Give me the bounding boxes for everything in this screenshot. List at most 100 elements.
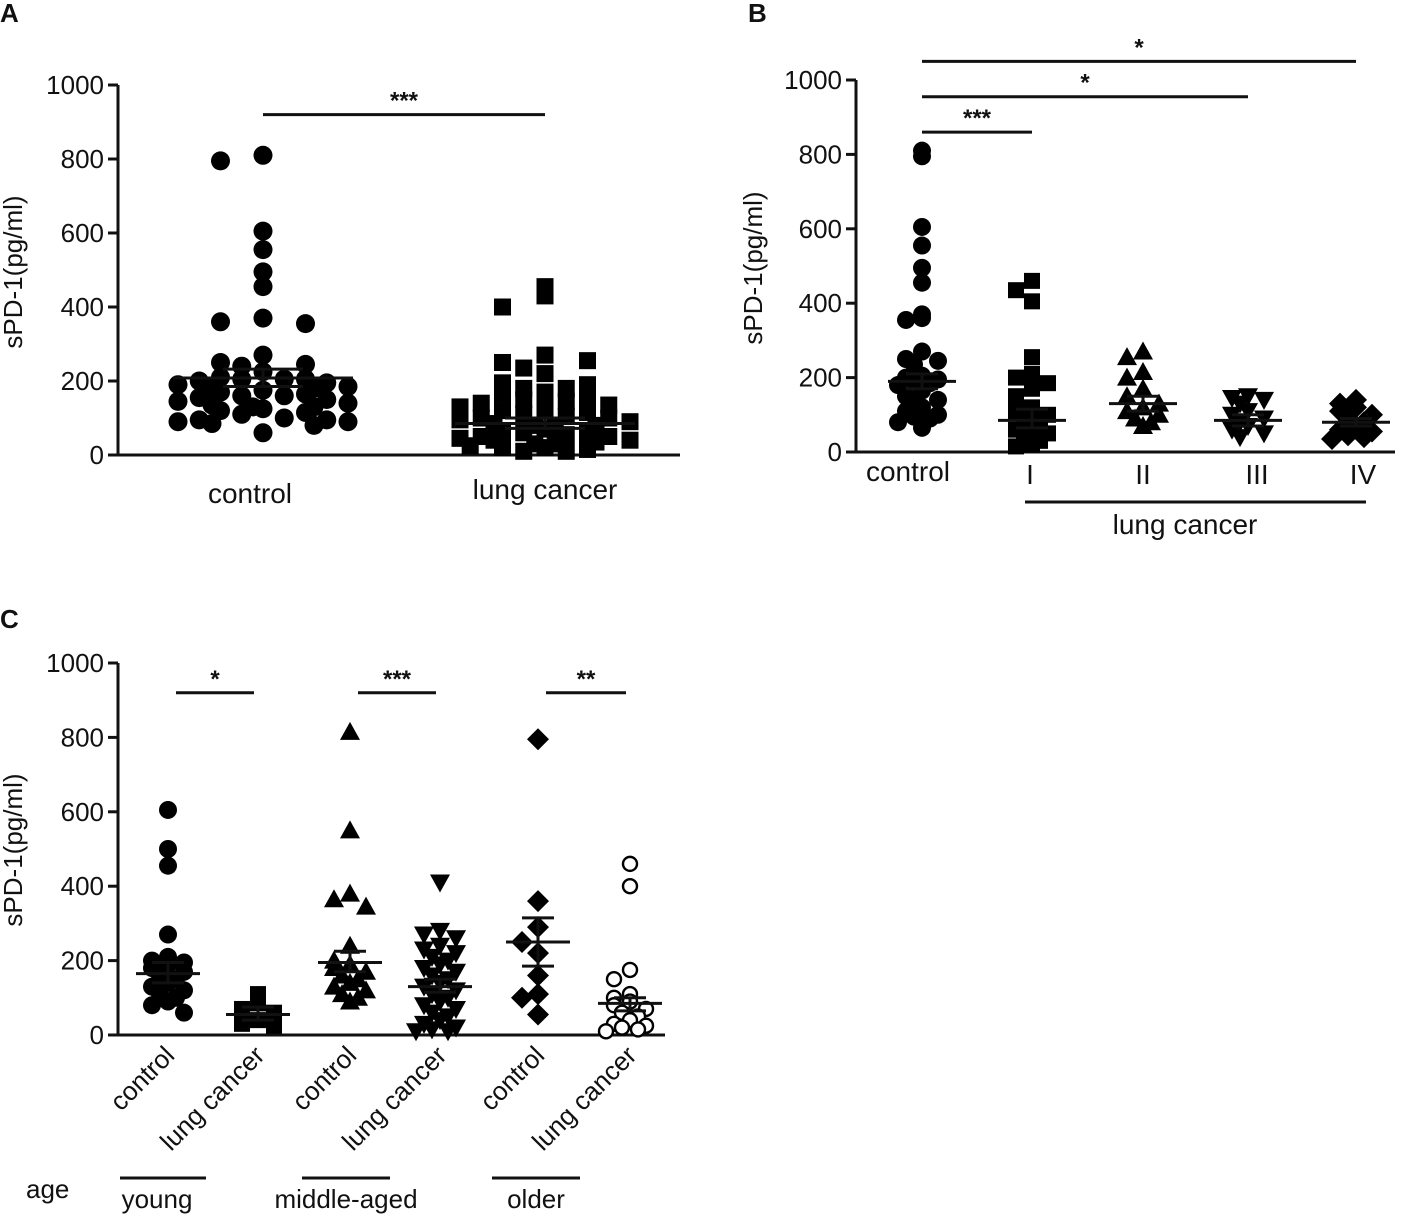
panel-a-point-control [253, 399, 273, 419]
panel-a-point-lung-cancer [494, 385, 511, 403]
panel-a-point-lung-cancer [579, 352, 596, 370]
panel-b-point-control [913, 342, 931, 361]
panel-a-y-label: sPD-1(pg/ml) [0, 195, 28, 348]
panel-a-point-lung-cancer [515, 391, 533, 408]
panel-b-point-control [913, 381, 931, 400]
panel-c-y-label: sPD-1(pg/ml) [0, 773, 28, 926]
panel-c-point-lung-cancer-older [605, 971, 623, 988]
panel-c-point-control-middle-aged [340, 991, 360, 1010]
panel-a-point-control [274, 408, 294, 428]
panel-b-category-stage-iv: IV [1350, 459, 1377, 490]
panel-b-point-iii [1238, 403, 1258, 422]
panel-a-point-lung-cancer [600, 396, 618, 414]
panel-a-point-lung-cancer [579, 376, 596, 394]
panel-b-point-control [913, 147, 931, 166]
panel-a-point-lung-cancer [557, 392, 575, 410]
panel-a-point-control [211, 151, 230, 171]
panel-a-point-lung-cancer [621, 431, 639, 449]
panel-c-age-title: age [26, 1174, 69, 1204]
panel-a-point-control [338, 377, 358, 397]
panel-c-point-lung-cancer-middle-aged [446, 930, 466, 949]
panel-c-point-control-middle-aged [356, 896, 376, 915]
panel-a-point-control [304, 415, 324, 435]
panel-a-point-lung-cancer [472, 394, 490, 412]
panel-c-point-lung-cancer-middle-aged [430, 956, 450, 975]
panel-b-point-control [929, 351, 947, 370]
panel-a-point-control [253, 345, 273, 365]
panel-b-point-ii [1133, 341, 1153, 360]
panel-a-point-control [253, 423, 273, 443]
panel-c-point-lung-cancer-middle-aged [406, 1023, 426, 1042]
panel-c-letter: C [0, 604, 19, 634]
panel-c-age-older: older [507, 1184, 565, 1214]
panel-b-point-i [1024, 380, 1040, 397]
panel-a-point-lung-cancer [621, 413, 639, 431]
panel-b-point-control [913, 309, 931, 328]
panel-c-point-control-young [159, 800, 177, 819]
panel-c-point-control-middle-aged [340, 935, 360, 954]
panel-a-point-control [253, 308, 273, 328]
panel-a-point-lung-cancer [515, 442, 533, 460]
panel-c-point-control-young [159, 840, 177, 858]
panel-b-point-ii [1133, 362, 1153, 381]
panel-a-point-lung-cancer [494, 402, 511, 420]
panel-a-point-control [211, 353, 230, 372]
panel-c-point-control-older [527, 890, 549, 913]
panel-b-point-ii [1133, 415, 1153, 434]
panel-c-category-control-middle-aged: control [286, 1040, 362, 1116]
panel-c-point-lung-cancer-middle-aged [414, 926, 434, 945]
panel-c-category-control-older: control [474, 1040, 550, 1116]
panel-a-point-lung-cancer [451, 398, 469, 416]
panel-b-point-i [1024, 349, 1040, 366]
panel-a-point-lung-cancer [557, 442, 575, 460]
panel-b-point-i [1008, 369, 1024, 386]
panel-c-y-tick-label: 0 [90, 1020, 104, 1050]
panel-a-point-lung-cancer [515, 359, 533, 377]
panel-c-point-control-older [527, 1003, 549, 1026]
panel-c-point-control-older [511, 986, 533, 1009]
panel-a-point-control [211, 312, 230, 332]
panel-a-category-lung-cancer: lung cancer [473, 474, 618, 505]
panel-c-point-lung-cancer-middle-aged [430, 993, 450, 1012]
panel-a-point-control [253, 221, 273, 241]
panel-a-y-tick-label: 400 [61, 292, 104, 322]
panel-b-point-i [1024, 436, 1040, 453]
panel-b-letter: B [748, 0, 767, 28]
panel-b-point-iv [1337, 424, 1359, 447]
panel-a-point-lung-cancer [451, 411, 469, 429]
panel-b-significance-label: * [1080, 70, 1090, 97]
panel-a-point-control [253, 262, 273, 282]
panel-a-point-control [168, 375, 188, 395]
panel-b-category-stage-iii: III [1245, 459, 1268, 490]
panel-c-point-control-middle-aged [324, 889, 344, 908]
panel-c-point-control-older [527, 964, 549, 987]
panel-c-point-lung-cancer-young [266, 1017, 282, 1034]
panel-b-point-i [1008, 282, 1024, 299]
panel-b-point-i [1024, 272, 1040, 289]
panel-b-category-stage-ii: II [1135, 459, 1151, 490]
panel-c-point-control-young [159, 992, 177, 1011]
panel-a-point-control [202, 414, 222, 434]
panel-b-point-i [1040, 375, 1056, 392]
panel-b-point-i [1024, 293, 1040, 310]
panel-b-y-tick-label: 200 [799, 363, 842, 393]
panel-b-point-control [913, 273, 931, 292]
panel-c-point-control-middle-aged [340, 883, 360, 902]
panel-c-point-control-middle-aged [340, 820, 360, 839]
panel-c-point-lung-cancer-middle-aged [430, 922, 450, 941]
panel-b-y-tick-label: 0 [828, 437, 842, 467]
panel-c-age-young: young [122, 1184, 193, 1214]
panel-c-point-lung-cancer-older [621, 961, 639, 979]
panel-a-point-control [296, 314, 315, 334]
panel-c-y-tick-label: 600 [61, 797, 104, 827]
panel-c-point-lung-cancer-young [266, 1004, 282, 1021]
panel-b-point-control [913, 236, 931, 255]
panel-a-point-control [253, 240, 273, 260]
panel-b-point-control [913, 418, 931, 437]
panel-b-point-iii [1254, 391, 1274, 410]
panel-c-age-middle-aged: middle-aged [274, 1184, 417, 1214]
panel-c-point-control-older [527, 983, 549, 1006]
panel-b-y-label: sPD-1(pg/ml) [738, 191, 768, 344]
panel-b-category-control: control [866, 456, 950, 487]
